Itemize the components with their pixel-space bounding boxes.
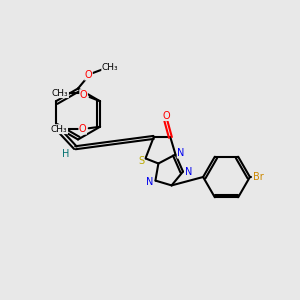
Text: O: O: [85, 70, 92, 80]
Text: Br: Br: [253, 172, 263, 182]
Text: N: N: [177, 148, 184, 158]
Text: CH₃: CH₃: [52, 89, 68, 98]
Text: O: O: [162, 110, 170, 121]
Text: N: N: [146, 177, 154, 187]
Text: H: H: [62, 149, 70, 159]
Text: O: O: [79, 124, 86, 134]
Text: S: S: [138, 156, 144, 167]
Text: O: O: [80, 90, 87, 100]
Text: CH₃: CH₃: [51, 125, 68, 134]
Text: CH₃: CH₃: [102, 63, 118, 72]
Text: N: N: [185, 167, 192, 177]
